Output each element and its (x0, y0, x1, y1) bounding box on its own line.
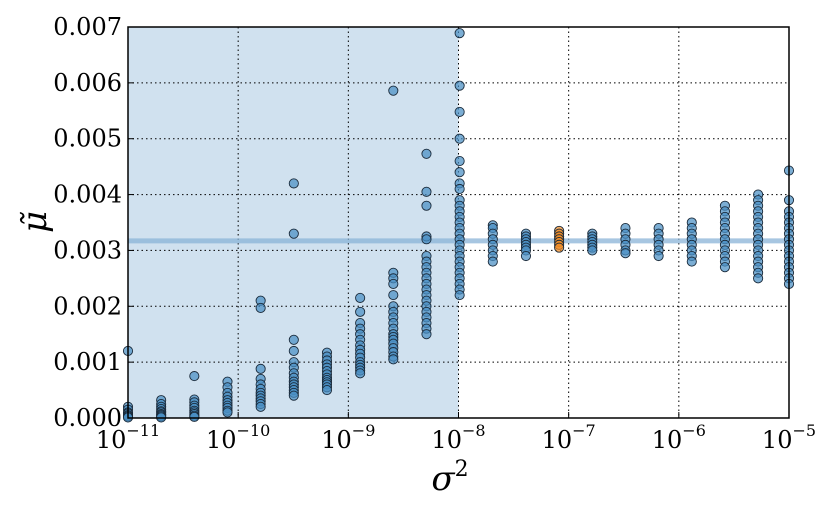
data-point (288, 390, 299, 401)
data-point (355, 368, 366, 379)
x-tick-label: 10−8 (431, 421, 485, 454)
data-point (388, 290, 399, 301)
data-point (454, 28, 465, 39)
x-tick-label: 10−9 (321, 421, 375, 454)
y-tick-label: 0.003 (53, 236, 122, 264)
data-point (388, 278, 399, 289)
data-point (454, 106, 465, 117)
data-point (719, 262, 730, 273)
data-point (288, 178, 299, 189)
data-point (686, 256, 697, 267)
data-point (288, 345, 299, 357)
data-point (520, 250, 532, 262)
data-point (454, 290, 465, 301)
data-point (288, 334, 299, 345)
y-tick-label: 0.004 (53, 181, 122, 209)
data-point (753, 273, 764, 284)
x-axis-label: σ2 (431, 457, 468, 499)
x-tick-label: 10−6 (652, 421, 706, 454)
data-point (421, 329, 432, 340)
y-tick-label: 0.006 (53, 69, 122, 97)
x-axis-label-base: σ (431, 459, 455, 499)
y-tick-label: 0.000 (53, 404, 122, 432)
data-point (222, 407, 233, 418)
data-point (421, 200, 432, 211)
x-tick-label: 10−7 (542, 421, 596, 454)
data-point (454, 80, 465, 91)
data-point (454, 167, 465, 178)
data-point (355, 306, 366, 317)
data-point (255, 302, 266, 314)
data-point (255, 401, 266, 412)
y-tick-label: 0.007 (53, 13, 122, 41)
data-point (388, 354, 399, 365)
y-tick-label: 0.001 (53, 348, 122, 376)
data-point (454, 183, 465, 195)
data-point (189, 371, 200, 382)
data-point (653, 250, 664, 262)
data-point (554, 242, 565, 253)
data-point (421, 148, 432, 159)
y-tick-label: 0.005 (53, 125, 122, 153)
y-tick-label: 0.002 (53, 292, 122, 320)
x-axis-label-sup: 2 (455, 457, 469, 482)
x-axis-ticks: 10−11 10−10 10−9 10−8 10−7 10−6 10−5 (96, 412, 816, 454)
data-point (421, 234, 432, 245)
data-point (388, 85, 399, 96)
data-point (421, 186, 432, 197)
data-point (355, 292, 366, 303)
y-axis-label: μ̃ (15, 211, 55, 233)
data-point (620, 248, 631, 259)
x-tick-label: 10−10 (206, 421, 270, 454)
data-point (255, 363, 266, 374)
data-point (288, 228, 299, 239)
y-axis-ticks: 0.000 0.001 0.002 0.003 0.004 0.005 0.006 0.007 (53, 13, 134, 432)
data-point (587, 245, 598, 256)
x-tick-label: 10−11 (96, 421, 160, 454)
data-point (454, 133, 465, 144)
data-point (321, 385, 333, 396)
data-point (487, 256, 498, 267)
x-tick-label: 10−5 (762, 421, 816, 454)
data-point (454, 156, 465, 167)
data-point (189, 411, 200, 422)
